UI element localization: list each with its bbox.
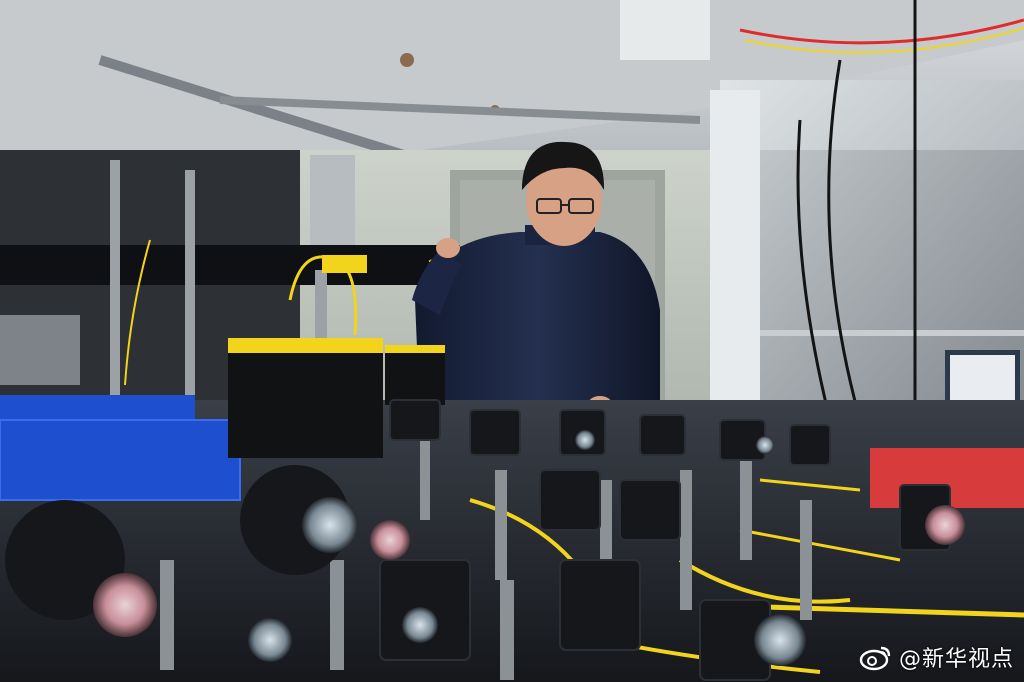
glass-enclosure — [710, 0, 1024, 440]
hair — [522, 141, 605, 190]
watermark-text: @新华视点 — [898, 647, 1014, 672]
ceiling — [0, 0, 1024, 165]
down-jacket — [415, 232, 660, 420]
optical-table — [0, 338, 1024, 682]
weibo-icon — [859, 643, 893, 671]
face — [526, 154, 602, 246]
rack-shelf — [0, 245, 460, 285]
black-enclosure — [228, 338, 383, 458]
frame-pillar — [710, 90, 760, 420]
metal-box — [0, 315, 80, 385]
ceiling-lamp — [400, 53, 414, 67]
hand — [436, 238, 460, 258]
scientist — [412, 141, 660, 420]
watermark: @新华视点 — [859, 642, 1014, 672]
lens-group — [5, 430, 965, 666]
ceiling-light — [620, 0, 710, 60]
